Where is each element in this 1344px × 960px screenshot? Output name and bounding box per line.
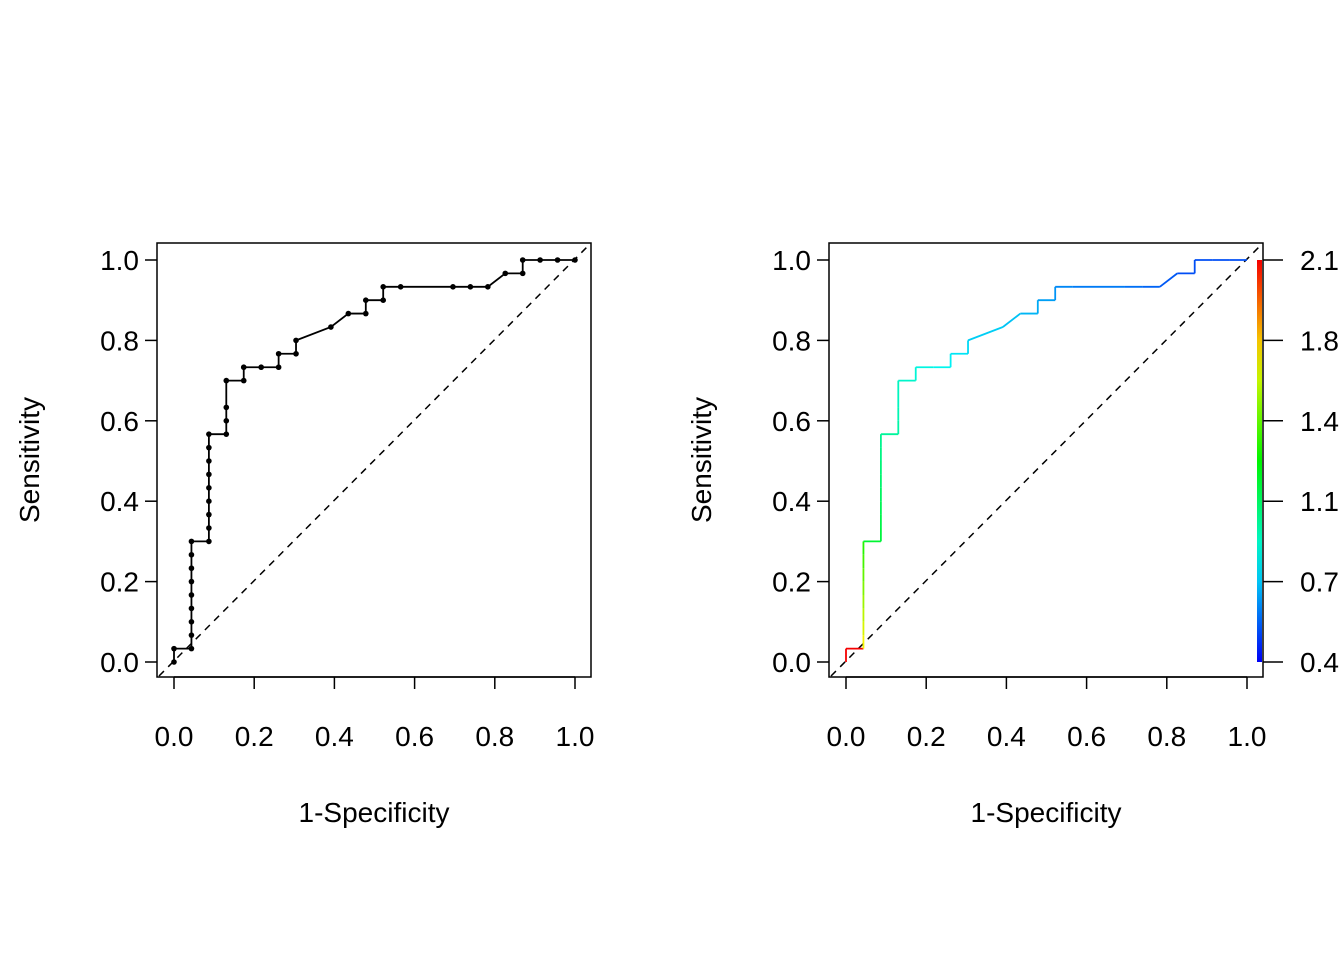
- panel-1: 0.0 0.2 0.4 0.6 0.8 1.0 0.0 0.2 0.4 0.6 0.8 1.0 1-Sp…: [14, 242, 595, 828]
- roc-point: [380, 297, 387, 304]
- roc-point: [206, 444, 212, 451]
- y-tick-label: 1.0: [772, 245, 811, 276]
- roc-point: [380, 284, 387, 290]
- roc-point: [206, 431, 212, 437]
- colorbar-tick-label: 1.1: [1300, 486, 1339, 517]
- roc-point: [345, 310, 352, 317]
- y-tick-label: 1.0: [100, 245, 139, 276]
- x-tick-label: 0.8: [475, 721, 514, 752]
- roc-point: [275, 364, 282, 371]
- colorbar-tick-label: 0.4: [1300, 647, 1339, 678]
- roc-point: [293, 350, 299, 357]
- roc-point: [450, 284, 456, 290]
- roc-point: [467, 284, 474, 290]
- roc-point: [502, 270, 509, 277]
- roc-point: [537, 257, 543, 263]
- reference-diagonal: [830, 243, 1263, 677]
- roc-segment: [1159, 272, 1178, 288]
- x-tick-label: 0.2: [907, 721, 946, 752]
- roc-point: [171, 659, 177, 665]
- roc-point: [206, 538, 212, 545]
- roc-point: [554, 257, 561, 263]
- roc-point: [223, 377, 230, 384]
- x-tick-label: 1.0: [556, 721, 595, 752]
- colorbar-tick-label: 0.7: [1300, 567, 1339, 598]
- roc-point: [397, 284, 404, 290]
- roc-point: [188, 551, 195, 558]
- roc-point: [223, 418, 230, 424]
- x-tick-label: 0.0: [827, 721, 866, 752]
- roc-point: [188, 605, 195, 612]
- roc-point: [188, 565, 195, 572]
- roc-point: [240, 377, 247, 384]
- x-axis-label: 1-Specificity: [299, 797, 450, 828]
- roc-point: [328, 324, 334, 330]
- y-tick-label: 0.6: [100, 406, 139, 437]
- roc-point: [519, 257, 526, 263]
- roc-point: [206, 471, 212, 478]
- x-tick-label: 0.4: [315, 721, 354, 752]
- roc-point: [485, 284, 491, 290]
- x-tick-label: 0.8: [1147, 721, 1186, 752]
- roc-point: [206, 458, 212, 464]
- roc-point: [206, 525, 212, 531]
- roc-point: [188, 632, 195, 638]
- roc-point: [188, 645, 195, 652]
- roc-point: [171, 645, 177, 652]
- roc-point: [240, 364, 247, 371]
- y-tick-label: 0.8: [772, 325, 811, 356]
- x-tick-label: 0.6: [395, 721, 434, 752]
- y-tick-label: 0.4: [772, 486, 811, 517]
- x-axis-label: 1-Specificity: [971, 797, 1122, 828]
- roc-point: [293, 337, 299, 344]
- roc-segment: [967, 326, 1004, 342]
- panel-2: 0.0 0.2 0.4 0.6 0.8 1.0 0.0 0.2 0.4 0.6 0.8 1.0 1-Sp…: [686, 242, 1339, 828]
- x-tick-label: 0.4: [987, 721, 1026, 752]
- y-tick-label: 0.8: [100, 325, 139, 356]
- roc-point: [188, 538, 195, 545]
- roc-point: [206, 485, 212, 491]
- y-axis-label: Sensitivity: [14, 397, 45, 523]
- x-tick-label: 0.2: [235, 721, 274, 752]
- y-tick-label: 0.2: [772, 567, 811, 598]
- y-tick-label: 0.2: [100, 567, 139, 598]
- y-tick-label: 0.6: [772, 406, 811, 437]
- y-tick-label: 0.0: [772, 647, 811, 678]
- roc-point: [223, 404, 230, 411]
- roc-point: [188, 578, 195, 585]
- x-tick-label: 0.0: [155, 721, 194, 752]
- roc-point: [206, 498, 212, 505]
- colorbar: [1257, 260, 1262, 662]
- roc-point: [188, 592, 195, 598]
- x-tick-label: 1.0: [1228, 721, 1267, 752]
- x-tick-label: 0.6: [1067, 721, 1106, 752]
- reference-diagonal: [158, 243, 591, 677]
- roc-point: [188, 619, 195, 625]
- roc-point: [275, 350, 282, 357]
- roc-point: [519, 270, 526, 277]
- roc-point: [206, 511, 212, 518]
- colorbar-tick-label: 1.8: [1300, 325, 1339, 356]
- colorbar-tick-label: 1.4: [1300, 406, 1339, 437]
- roc-point: [362, 310, 369, 317]
- y-tick-label: 0.0: [100, 647, 139, 678]
- roc-point: [362, 297, 369, 304]
- roc-point: [223, 431, 230, 437]
- roc-point: [572, 257, 578, 263]
- colorbar-tick-label: 2.1: [1300, 245, 1339, 276]
- roc-point: [258, 364, 264, 371]
- y-axis-label: Sensitivity: [686, 397, 717, 523]
- y-tick-label: 0.4: [100, 486, 139, 517]
- roc-segment: [1002, 312, 1021, 328]
